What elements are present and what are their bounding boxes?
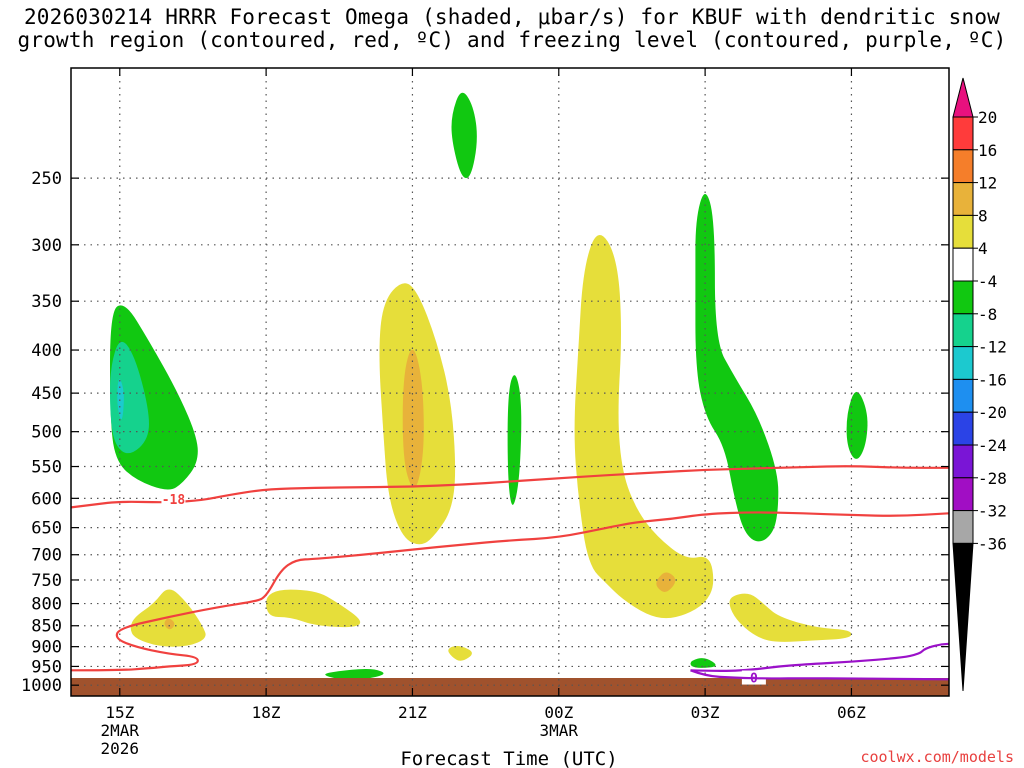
y-tick-label-600: 600 [31, 489, 62, 509]
colorbar-swatch-7 [952, 346, 974, 380]
omega-region-orange-1600z-low [164, 618, 175, 630]
colorbar-bottom-arrow [952, 542, 974, 692]
y-tick-label-700: 700 [31, 546, 62, 566]
colorbar-label-0: 20 [978, 108, 997, 127]
colorbar: 20 16 12 8 4 -4 -8 -12 -16 -20 -24 -28 -32 -36 [952, 77, 1007, 692]
omega-region-green-2200z-upper [451, 92, 477, 179]
x-tick-label-03Z: 03Z [691, 703, 720, 722]
x-axis-label: Forecast Time (UTC) [400, 748, 617, 768]
colorbar-swatch-12 [952, 510, 974, 544]
colorbar-label-1: 16 [978, 141, 997, 160]
colorbar-label-7: -12 [978, 338, 1007, 357]
y-tick-label-400: 400 [31, 341, 62, 361]
site-credit: coolwx.com/models [860, 748, 1014, 766]
colorbar-swatch-11 [952, 477, 974, 512]
omega-region-green-0300z-column [695, 193, 779, 542]
x-tick-label-18Z: 18Z [252, 703, 281, 722]
omega-region-orange-0200z-low [656, 572, 676, 592]
colorbar-label-12: -32 [978, 502, 1007, 521]
y-tick-label-900: 900 [31, 638, 62, 658]
y-tick-label-1000: 1000 [21, 676, 62, 696]
colorbar-label-5: -4 [978, 272, 997, 291]
colorbar-label-13: -36 [978, 534, 1007, 553]
y-tick-label-800: 800 [31, 595, 62, 615]
colorbar-swatch-5 [952, 280, 974, 315]
y-tick-label-250: 250 [31, 169, 62, 189]
gridlines [71, 68, 949, 696]
freezing-contour-1 [690, 669, 949, 681]
colorbar-swatch-10 [952, 444, 974, 479]
colorbar-swatch-3 [952, 214, 974, 249]
omega-region-orange-2100z-column [402, 349, 424, 488]
colorbar-swatch-9 [952, 411, 974, 446]
x-tick-label-00Z: 00Z [544, 703, 573, 722]
dgz-label-bg-0 [161, 492, 186, 507]
omega-region-green-2300z-thin [507, 375, 522, 505]
omega-region-yellow-0330z-low [729, 593, 852, 642]
colorbar-swatch-2 [952, 182, 974, 216]
y-tick-label-350: 350 [31, 292, 62, 312]
omega-region-cyan-1500z [117, 379, 124, 420]
y-tick-label-950: 950 [31, 657, 62, 677]
colorbar-label-6: -8 [978, 305, 997, 324]
omega-region-green-2000z-near-sfc [325, 669, 384, 680]
x-tick-label-21Z: 21Z [398, 703, 427, 722]
colorbar-label-10: -24 [978, 436, 1007, 455]
dgz-label-0: -18 [162, 493, 186, 508]
freezing-contour-0 [690, 642, 949, 672]
omega-region-teal-1500z [110, 341, 149, 454]
colorbar-label-11: -28 [978, 469, 1007, 488]
terrain-surface [71, 678, 949, 696]
dgz-contour-1 [71, 511, 949, 672]
omega-region-yellow-2200z-tiny [448, 645, 472, 661]
colorbar-label-4: 4 [978, 239, 988, 258]
omega-shaded-regions [110, 92, 868, 680]
colorbar-label-3: 8 [978, 206, 988, 225]
x-tick-sublabel-00Z: 3MAR [540, 721, 579, 740]
y-tick-label-850: 850 [31, 617, 62, 637]
colorbar-top-arrow [952, 77, 974, 118]
omega-region-green-0300z-near-sfc [690, 658, 716, 668]
y-tick-label-650: 650 [31, 519, 62, 539]
y-tick-label-300: 300 [31, 236, 62, 256]
colorbar-label-8: -16 [978, 370, 1007, 389]
colorbar-swatch-4 [952, 247, 974, 282]
colorbar-label-2: 12 [978, 174, 997, 193]
colorbar-swatch-8 [952, 378, 974, 413]
dgz-contour-0 [71, 465, 949, 509]
chart-title-line-1: 2026030214 HRRR Forecast Omega (shaded, … [23, 5, 1001, 29]
chart-title-line-2: growth region (contoured, red, ºC) and f… [17, 28, 1007, 52]
y-tick-label-450: 450 [31, 384, 62, 404]
y-tick-label-550: 550 [31, 458, 62, 478]
omega-region-yellow-1900z-low [266, 589, 361, 628]
x-tick-label-15Z: 15Z [105, 703, 134, 722]
temperature-contours: -180 [71, 465, 949, 687]
x-tick-label-06Z: 06Z [837, 703, 866, 722]
colorbar-swatch-0 [952, 116, 974, 151]
y-tick-label-750: 750 [31, 571, 62, 591]
chart-title: 2026030214 HRRR Forecast Omega (shaded, … [0, 6, 1024, 52]
colorbar-label-9: -20 [978, 403, 1007, 422]
x-tick-year-15Z: 2026 [101, 739, 140, 758]
plot-frame [70, 67, 950, 697]
omega-region-yellow-0100z-column [574, 234, 714, 619]
colorbar-swatch-1 [952, 149, 974, 184]
x-tick-sublabel-15Z: 2MAR [101, 721, 140, 740]
axes: 2503003504004505005506006507007508008509… [21, 67, 950, 758]
y-tick-label-500: 500 [31, 423, 62, 443]
omega-region-green-0600z-small [846, 391, 868, 459]
colorbar-swatch-6 [952, 313, 974, 348]
surface-fill [71, 678, 949, 696]
